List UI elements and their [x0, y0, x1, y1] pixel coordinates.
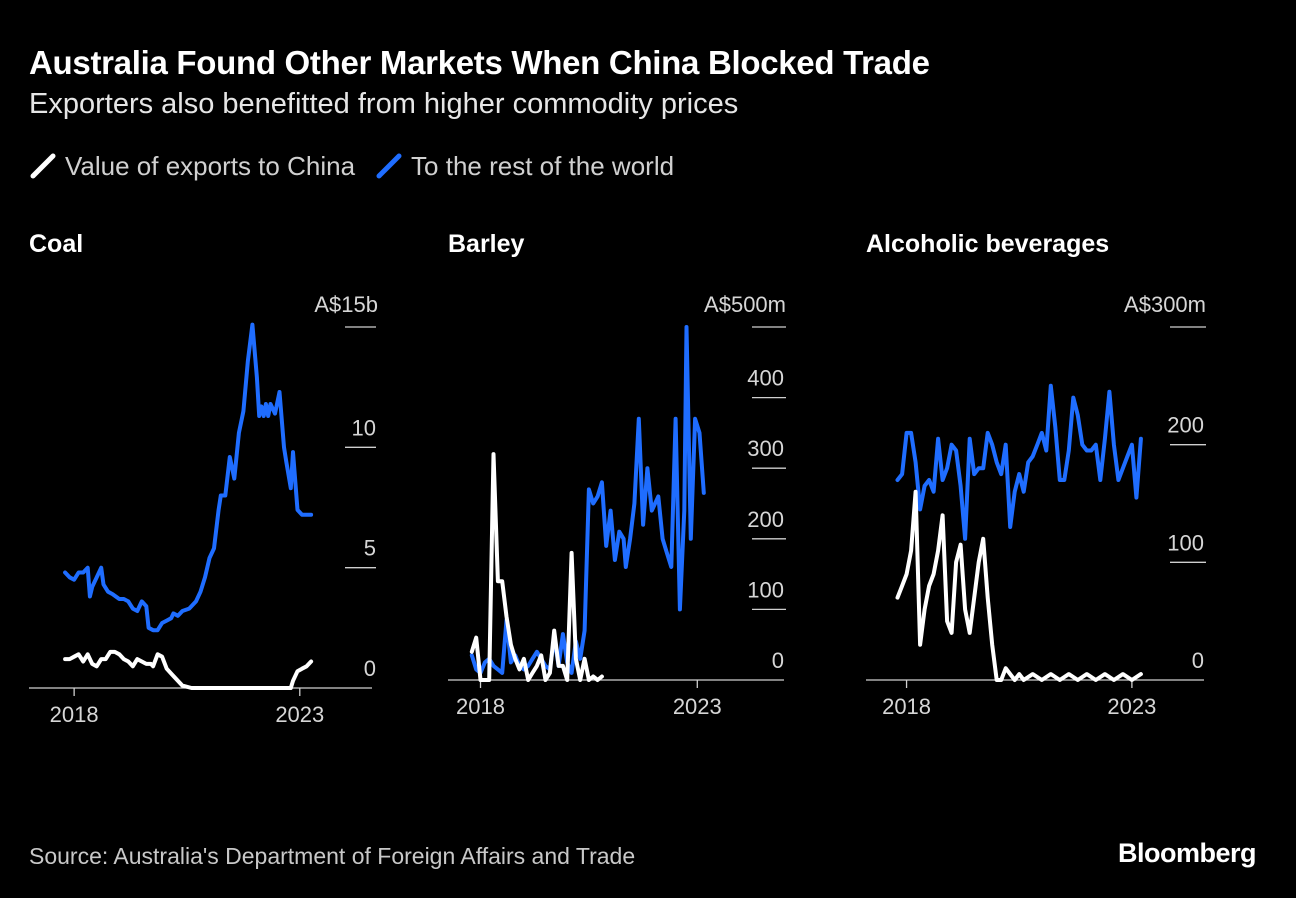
series-line-china: [63, 649, 314, 690]
x-tick-label: 2023: [1107, 694, 1156, 719]
y-tick-label: 5: [364, 536, 376, 561]
chart-title: Australia Found Other Markets When China…: [29, 44, 930, 81]
legend-swatch-china: [30, 153, 56, 179]
y-tick-label: 0: [772, 648, 784, 673]
y-tick-label: 100: [1167, 530, 1204, 555]
series-line-world: [63, 322, 314, 633]
chart-subtitle: Exporters also benefitted from higher co…: [29, 88, 739, 120]
y-tick-label: 0: [364, 656, 376, 681]
legend: Value of exports to China To the rest of…: [29, 149, 694, 183]
y-tick-label: 10: [352, 415, 376, 440]
series-line-world: [469, 325, 706, 675]
x-tick-label: 2023: [275, 702, 324, 727]
legend-swatch-world: [376, 153, 402, 179]
legend-item-china: Value of exports to China: [29, 151, 355, 182]
y-tick-label: 200: [747, 507, 784, 532]
legend-label-world: To the rest of the world: [411, 150, 675, 181]
legend-item-world: To the rest of the world: [375, 151, 674, 182]
x-tick-label: 2018: [456, 694, 505, 719]
panel-2: A$300m 0 100 200 2018 2023: [866, 292, 1206, 719]
legend-label-china: Value of exports to China: [65, 150, 356, 181]
y-tick-label: 100: [747, 577, 784, 602]
bloomberg-logo: Bloomberg: [1117, 838, 1257, 868]
y-tick-label: 300: [747, 436, 784, 461]
y-tick-label: 400: [747, 366, 784, 391]
series-line-world: [895, 383, 1143, 541]
y-unit-label: A$15b: [314, 292, 378, 317]
x-tick-label: 2018: [50, 702, 99, 727]
x-tick-label: 2023: [673, 694, 722, 719]
panel-0: A$15b 0 5 10 2018 2023: [29, 292, 378, 727]
panel-1: A$500m 0 100 200 300 400 2018 2023: [448, 292, 786, 719]
source-note: Source: Australia's Department of Foreig…: [29, 843, 636, 869]
panel-title-coal: Coal: [29, 230, 84, 258]
panel-title-barley: Barley: [448, 230, 525, 258]
y-tick-label: 200: [1167, 413, 1204, 438]
y-unit-label: A$500m: [704, 292, 786, 317]
y-unit-label: A$300m: [1124, 292, 1206, 317]
y-tick-label: 0: [1192, 648, 1204, 673]
series-line-china: [469, 452, 604, 682]
panel-title-alcoholic-beverages: Alcoholic beverages: [866, 230, 1110, 258]
series-line-china: [895, 489, 1143, 682]
x-tick-label: 2018: [882, 694, 931, 719]
